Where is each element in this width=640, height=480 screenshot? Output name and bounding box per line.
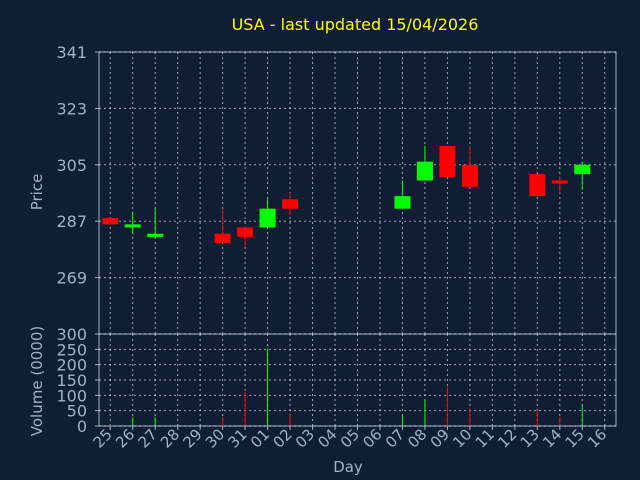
price-tick-label: 341 [56, 43, 87, 62]
volume-tick-label: 250 [56, 340, 87, 359]
x-axis-label: Day [333, 458, 363, 476]
price-axis-label: Price [28, 174, 46, 211]
volume-tick-label: 300 [56, 325, 87, 344]
candle-body [214, 233, 231, 244]
price-panel: 341 323 305 287 269 [56, 43, 617, 335]
candle-body [461, 164, 478, 187]
volume-axis-label: Volume (0000) [28, 326, 46, 436]
volume-tick-label: 150 [56, 371, 87, 390]
volume-tick-label: 100 [56, 386, 87, 405]
candle-body [124, 224, 141, 228]
candle-body [416, 161, 433, 181]
volume-tick-label: 0 [77, 417, 87, 436]
x-tick-label: 16 [584, 425, 610, 451]
price-tick-label: 269 [56, 269, 87, 288]
candle-body [574, 164, 591, 175]
candle-body [529, 174, 546, 197]
candle-body [237, 227, 254, 237]
candle-body [259, 208, 276, 228]
price-tick-label: 287 [56, 212, 87, 231]
volume-tick-label: 200 [56, 356, 87, 375]
price-tick-label: 305 [56, 156, 87, 175]
candle-body [282, 199, 299, 209]
candle-body [394, 196, 411, 209]
chart-title: USA - last updated 15/04/2026 [232, 15, 479, 34]
candle-body [551, 180, 568, 184]
candle-body [147, 233, 164, 237]
x-axis-ticks: 2526272829303101020304050607080910111213… [90, 425, 611, 451]
volume-tick-label: 50 [67, 402, 87, 421]
price-tick-label: 323 [56, 99, 87, 118]
candle-body [439, 146, 456, 178]
candle-body [102, 218, 119, 225]
